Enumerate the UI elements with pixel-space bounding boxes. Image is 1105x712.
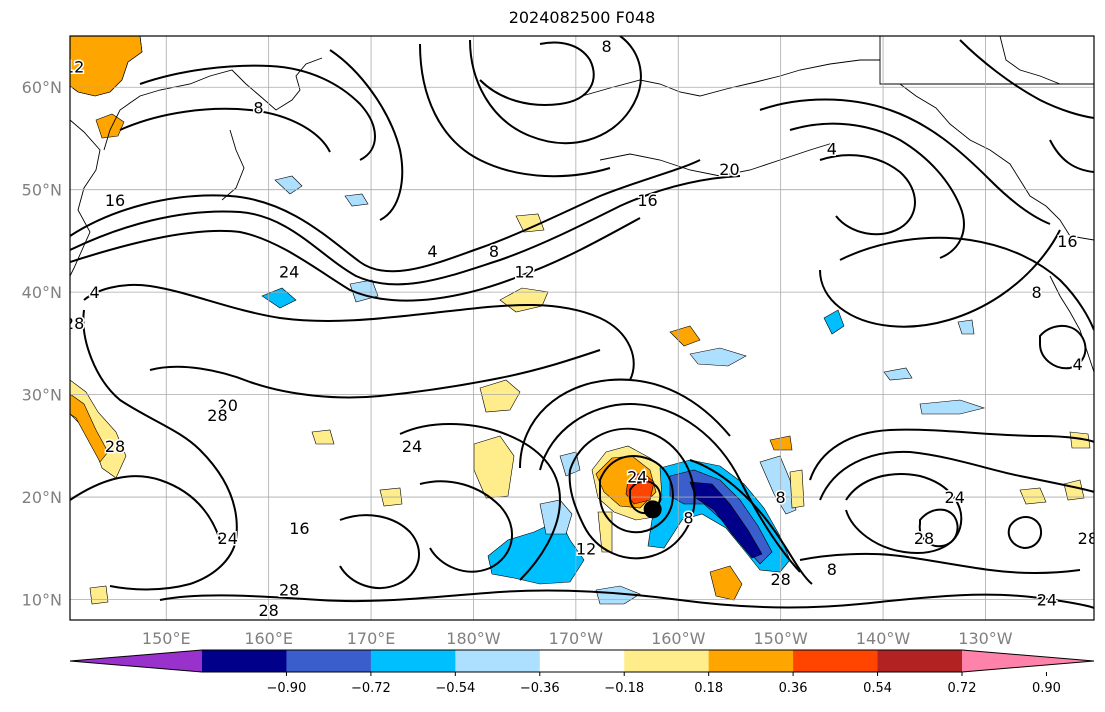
contour-label: 24: [279, 263, 299, 282]
latitude-tick-label: 60°N: [22, 78, 62, 97]
colorbar-tick-label: 0.54: [863, 681, 892, 696]
contour-label: 16: [289, 519, 309, 538]
colorbar-tick-label: −0.54: [435, 681, 475, 696]
contour-label: 24: [402, 437, 422, 456]
colorbar-tick-label: −0.90: [267, 681, 307, 696]
colorbar-segment: [793, 650, 879, 672]
contour-label: 28: [258, 601, 278, 620]
colorbar-extend-low: [70, 650, 202, 672]
contour-label: 12: [576, 539, 596, 558]
longitude-tick-label: 180°W: [446, 629, 501, 648]
contour-label: 12: [514, 263, 534, 282]
longitude-tick-label: 150°W: [753, 629, 808, 648]
colorbar-tick-label: −0.72: [351, 681, 391, 696]
longitude-tick-labels: 150°E 160°E 170°E 180°W 170°W 160°W 150°W 140°W…: [142, 629, 1013, 648]
contour-label: 8: [1032, 283, 1042, 302]
contour-label: 4: [89, 283, 99, 302]
contour-label: 28: [770, 570, 790, 589]
storm-center-marker: [643, 500, 662, 519]
contour-label: 16: [637, 191, 657, 210]
colorbar-segment: [202, 650, 287, 672]
longitude-tick-label: 140°W: [856, 629, 911, 648]
map-frame: [69, 35, 1095, 621]
latitude-tick-label: 50°N: [22, 181, 62, 200]
contour-label: 4: [427, 242, 437, 261]
colorbar-segment: [708, 650, 794, 672]
contour-label: 28: [207, 406, 227, 425]
contour-label: 24: [218, 529, 238, 548]
contour-label: 20: [719, 160, 739, 179]
colorbar-segment: [286, 650, 372, 672]
longitude-tick-label: 170°W: [549, 629, 604, 648]
contour-label: 24: [945, 488, 965, 507]
coastlines: [70, 36, 1094, 373]
colorbar-tick-label: −0.36: [520, 681, 560, 696]
contour-label: 16: [105, 191, 125, 210]
contour-label: 8: [776, 488, 786, 507]
graticule: [70, 36, 1094, 620]
contour-label: 28: [105, 437, 125, 456]
colorbar-segment: [370, 650, 456, 672]
contour-label: 28: [914, 529, 934, 548]
contour-label: 24: [1037, 591, 1057, 610]
longitude-tick-label: 150°E: [142, 629, 191, 648]
latitude-tick-labels: 60°N 50°N 40°N 30°N 20°N 10°N: [22, 78, 62, 609]
colorbar-tick-label: 0.72: [948, 681, 977, 696]
latitude-tick-label: 20°N: [22, 488, 62, 507]
contour-label: 4: [827, 140, 837, 159]
contour-label: 8: [683, 509, 693, 528]
longitude-tick-label: 170°E: [347, 629, 396, 648]
longitude-tick-label: 160°W: [651, 629, 706, 648]
colorbar-segment: [624, 650, 710, 672]
contour-label: 28: [64, 314, 84, 333]
longitude-tick-label: 130°W: [958, 629, 1013, 648]
longitude-tick-label: 160°E: [244, 629, 293, 648]
latitude-tick-label: 10°N: [22, 591, 62, 610]
colorbar-tick-label: 0.36: [779, 681, 808, 696]
latitude-tick-label: 30°N: [22, 386, 62, 405]
colorbar-extend-high: [962, 650, 1094, 672]
colorbar-segment: [877, 650, 963, 672]
contour-label: 20: [218, 396, 238, 415]
colorbar-segment: [455, 650, 541, 672]
colorbar-tick-label: −0.18: [604, 681, 644, 696]
contour-lines: [70, 36, 1094, 609]
latitude-tick-label: 40°N: [22, 283, 62, 302]
shaded-anomaly-fields: [70, 36, 1091, 605]
contour-label: 4: [1073, 355, 1083, 374]
contour-label: 16: [1057, 232, 1077, 251]
colorbar-outline: [69, 649, 1095, 673]
contour-label: 8: [253, 99, 263, 118]
colorbar-segment: [539, 650, 625, 672]
colorbar-tick-labels: −0.90 −0.72 −0.54 −0.36 −0.18 0.18 0.36 0.54 0.7…: [267, 672, 1061, 696]
contour-label: 12: [64, 58, 84, 77]
colorbar-tick-label: 0.90: [1032, 681, 1061, 696]
map-title: 2024082500 F048: [508, 8, 656, 27]
contour-label: 28: [1078, 529, 1098, 548]
contour-label: 28: [279, 580, 299, 599]
contour-label: 8: [601, 37, 611, 56]
colorbar: [69, 649, 1095, 673]
contour-label: 24: [627, 468, 647, 487]
colorbar-tick-label: 0.18: [694, 681, 723, 696]
contour-label: 8: [827, 560, 837, 579]
contour-label: 8: [489, 242, 499, 261]
